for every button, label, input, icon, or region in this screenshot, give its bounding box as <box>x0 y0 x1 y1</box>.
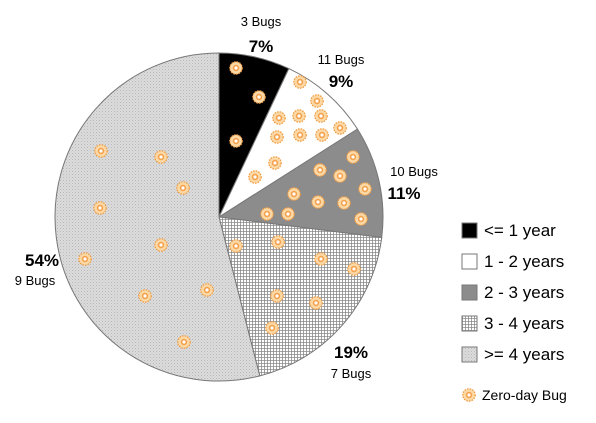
zero-day-bug-marker <box>292 109 306 123</box>
zero-day-bug-marker <box>281 207 295 221</box>
zero-day-bug-marker <box>354 212 368 226</box>
legend-swatch <box>461 284 478 301</box>
slice-percent-label: 9% <box>329 72 354 91</box>
slice-percent-label: 54% <box>25 251 59 270</box>
zero-day-bug-marker <box>252 90 266 104</box>
legend-label: 3 - 4 years <box>484 314 564 333</box>
zero-day-bug-marker <box>358 182 372 196</box>
zero-day-bug-marker <box>229 134 243 148</box>
slice-bugs-label: 9 Bugs <box>15 273 56 288</box>
zero-day-bug-marker <box>310 94 324 108</box>
slice-bugs-label: 7 Bugs <box>331 366 372 381</box>
zero-day-bug-marker <box>333 169 347 183</box>
zero-day-bug-marker <box>315 128 329 142</box>
zero-day-bug-marker <box>154 150 168 164</box>
zero-day-bug-marker <box>260 207 274 221</box>
legend-swatch <box>461 346 478 363</box>
slice-bugs-label: 3 Bugs <box>241 14 282 29</box>
legend-label: 2 - 3 years <box>484 283 564 302</box>
zero-day-bug-marker <box>270 289 284 303</box>
slice-bugs-label: 11 Bugs <box>318 52 365 67</box>
zero-day-bug-marker <box>268 156 282 170</box>
zero-day-bug-marker <box>78 252 92 266</box>
zero-day-bug-marker <box>271 235 285 249</box>
zero-day-bug-marker <box>347 262 361 276</box>
pie-slice-3 <box>217 128 384 239</box>
zero-day-bug-marker <box>229 239 243 253</box>
zero-day-bug-marker <box>154 238 168 252</box>
legend-swatch <box>461 315 478 332</box>
pie-slice-4 <box>218 216 383 377</box>
zero-day-bug-marker <box>94 144 108 158</box>
zero-day-bug-marker <box>200 283 214 297</box>
zero-day-bug-marker <box>93 201 107 215</box>
slice-percent-label: 19% <box>334 343 368 362</box>
legend-swatch <box>461 253 478 270</box>
zero-day-bug-marker <box>265 321 279 335</box>
zero-day-bug-marker <box>314 109 328 123</box>
legend-label: 1 - 2 years <box>484 252 564 271</box>
zero-day-bug-marker <box>313 163 327 177</box>
zero-day-bug-marker <box>287 187 301 201</box>
legend-zero-day-icon <box>462 388 476 402</box>
zero-day-bug-marker <box>177 335 191 349</box>
pie-slice-5 <box>54 52 261 382</box>
slice-percent-label: 7% <box>249 37 274 56</box>
zero-day-bug-marker <box>293 75 307 89</box>
zero-day-bug-marker <box>272 111 286 125</box>
zero-day-bug-marker <box>293 128 307 142</box>
slice-percent-label: 11% <box>387 184 420 203</box>
legend-label: >= 4 years <box>484 345 564 364</box>
zero-day-bug-marker <box>176 181 190 195</box>
zero-day-bug-marker <box>337 196 351 210</box>
zero-day-bug-marker <box>333 121 347 135</box>
zero-day-bug-marker <box>311 195 325 209</box>
zero-day-bug-marker <box>346 150 360 164</box>
zero-day-bug-marker <box>229 61 243 75</box>
zero-day-bug-marker <box>314 252 328 266</box>
zero-day-bug-marker <box>248 170 262 184</box>
legend-swatch <box>461 222 478 239</box>
zero-day-bug-marker <box>138 289 152 303</box>
zero-day-bug-marker <box>270 130 284 144</box>
slice-bugs-label: 10 Bugs <box>390 164 438 179</box>
legend-zero-day-label: Zero-day Bug <box>482 387 567 403</box>
legend-label: <= 1 year <box>484 221 556 240</box>
zero-day-bug-marker <box>309 296 323 310</box>
